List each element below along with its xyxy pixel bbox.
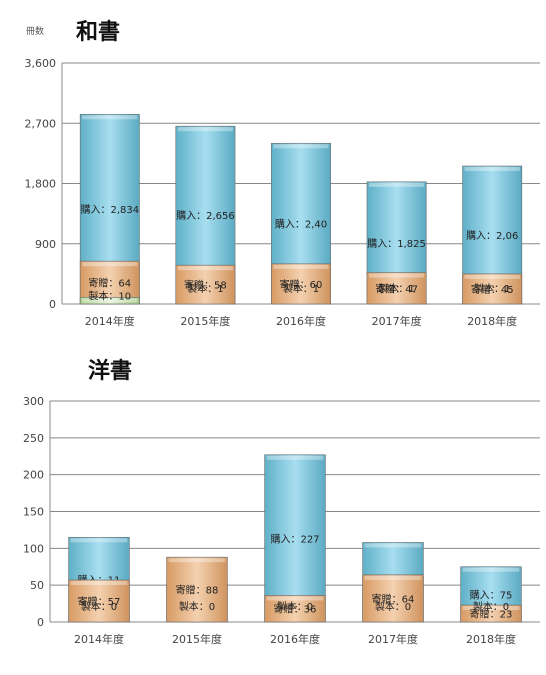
bar-segment-寄贈 [68,579,130,623]
bar-segment-寄贈 [264,595,326,623]
data-label-購入: 購入：75 [470,588,513,601]
x-tick-label: 2018年度 [466,632,516,646]
data-label-寄贈: 寄贈：45 [471,283,514,296]
bar-segment-寄贈 [166,556,228,623]
bar-highlight [177,266,234,271]
x-tick-label: 2017年度 [368,632,418,646]
bar-highlight [368,182,425,187]
yousho-chart: 洋書 050100150200250300購入：11寄贈：57製本：02014年… [23,358,540,646]
y-tick-label: 1,800 [25,178,57,191]
bar-highlight [462,606,520,611]
bar-highlight [82,115,138,120]
y-tick-label: 0 [37,616,44,629]
y-tick-label: 300 [23,395,44,408]
bar-segment-購入 [264,454,326,623]
bar-segment-寄贈 [460,604,522,623]
y-tick-label: 250 [23,432,44,445]
data-label-寄贈: 寄贈：57 [78,595,121,608]
bar-segment-寄贈 [79,260,140,305]
bar-segment-寄贈 [366,272,427,305]
bar-highlight [266,455,324,460]
bar-highlight [364,575,422,580]
bar-highlight [266,596,324,601]
bar-highlight [273,144,329,149]
x-tick-label: 2015年度 [180,314,230,328]
y-tick-label: 2,700 [25,117,57,130]
data-label-寄贈: 寄贈：36 [274,603,317,616]
x-tick-label: 2015年度 [172,632,222,646]
data-label-寄贈: 寄贈：23 [470,608,513,621]
y-axis-unit-label: 冊数 [26,25,44,37]
y-tick-label: 50 [30,579,44,592]
data-label-製本: 製本：1 [378,282,414,295]
bar-segment-製本 [79,297,140,305]
bar-highlight [464,274,520,279]
washo-chart: 冊数 和書 09001,8002,7003,600購入：2,834寄贈：64製本… [25,19,540,328]
y-tick-label: 200 [23,469,44,482]
bar-segment-寄贈 [175,264,236,305]
bar-segment-寄贈 [362,574,424,623]
data-label-製本: 製本：10 [88,289,131,302]
bar-highlight [462,567,520,572]
bar-highlight [82,298,138,303]
data-label-製本: 製本：0 [179,600,215,613]
data-label-製本: 製本：0 [473,600,509,613]
bar-highlight [273,264,329,269]
data-label-寄贈: 寄贈：60 [280,278,323,291]
x-tick-label: 2018年度 [467,314,517,328]
data-label-購入: 購入：2,834 [80,203,139,216]
bar-segment-寄贈 [271,263,331,305]
bar-highlight [168,558,226,563]
data-label-購入: 購入：2,656 [176,209,235,222]
data-label-製本: 製本：1 [187,282,223,295]
data-label-製本: 製本：1 [283,282,319,295]
data-label-寄贈: 寄贈：88 [176,584,219,597]
data-label-購入: 購入：2,06 [466,229,518,242]
x-tick-label: 2017年度 [372,314,422,328]
data-label-購入: 購入：2,40 [275,218,327,231]
y-tick-label: 900 [35,238,56,251]
x-tick-label: 2016年度 [270,632,320,646]
y-tick-label: 3,600 [25,57,57,70]
data-label-購入: 購入：1,825 [367,237,426,250]
y-tick-label: 0 [49,298,56,311]
data-label-寄贈: 寄贈：47 [375,282,418,295]
bar-segment-寄贈 [462,273,523,305]
data-label-寄贈: 寄贈：64 [372,592,415,605]
bar-highlight [177,127,234,132]
data-label-寄贈: 寄贈：64 [88,277,131,290]
data-label-寄贈: 寄贈：58 [184,279,227,292]
data-label-購入: 購入：227 [270,532,319,545]
bar-highlight [70,538,128,543]
data-label-製本: 製本：0 [81,600,117,613]
data-label-製本: 製本：0 [375,600,411,613]
plot-area: 050100150200250300購入：11寄贈：57製本：02014年度購入… [23,395,540,646]
bar-highlight [368,273,425,278]
bar-highlight [82,262,138,267]
x-tick-label: 2014年度 [85,314,135,328]
x-tick-label: 2014年度 [74,632,124,646]
data-label-製本: 製本：0 [277,600,313,613]
y-tick-label: 100 [23,542,44,555]
chart-title: 洋書 [88,358,132,384]
bar-highlight [364,543,422,548]
x-tick-label: 2016年度 [276,314,326,328]
y-tick-label: 150 [23,506,44,519]
data-label-製本: 製本：1 [474,282,510,295]
bar-highlight [70,581,128,586]
chart-title: 和書 [76,19,120,45]
bar-highlight [464,167,520,172]
